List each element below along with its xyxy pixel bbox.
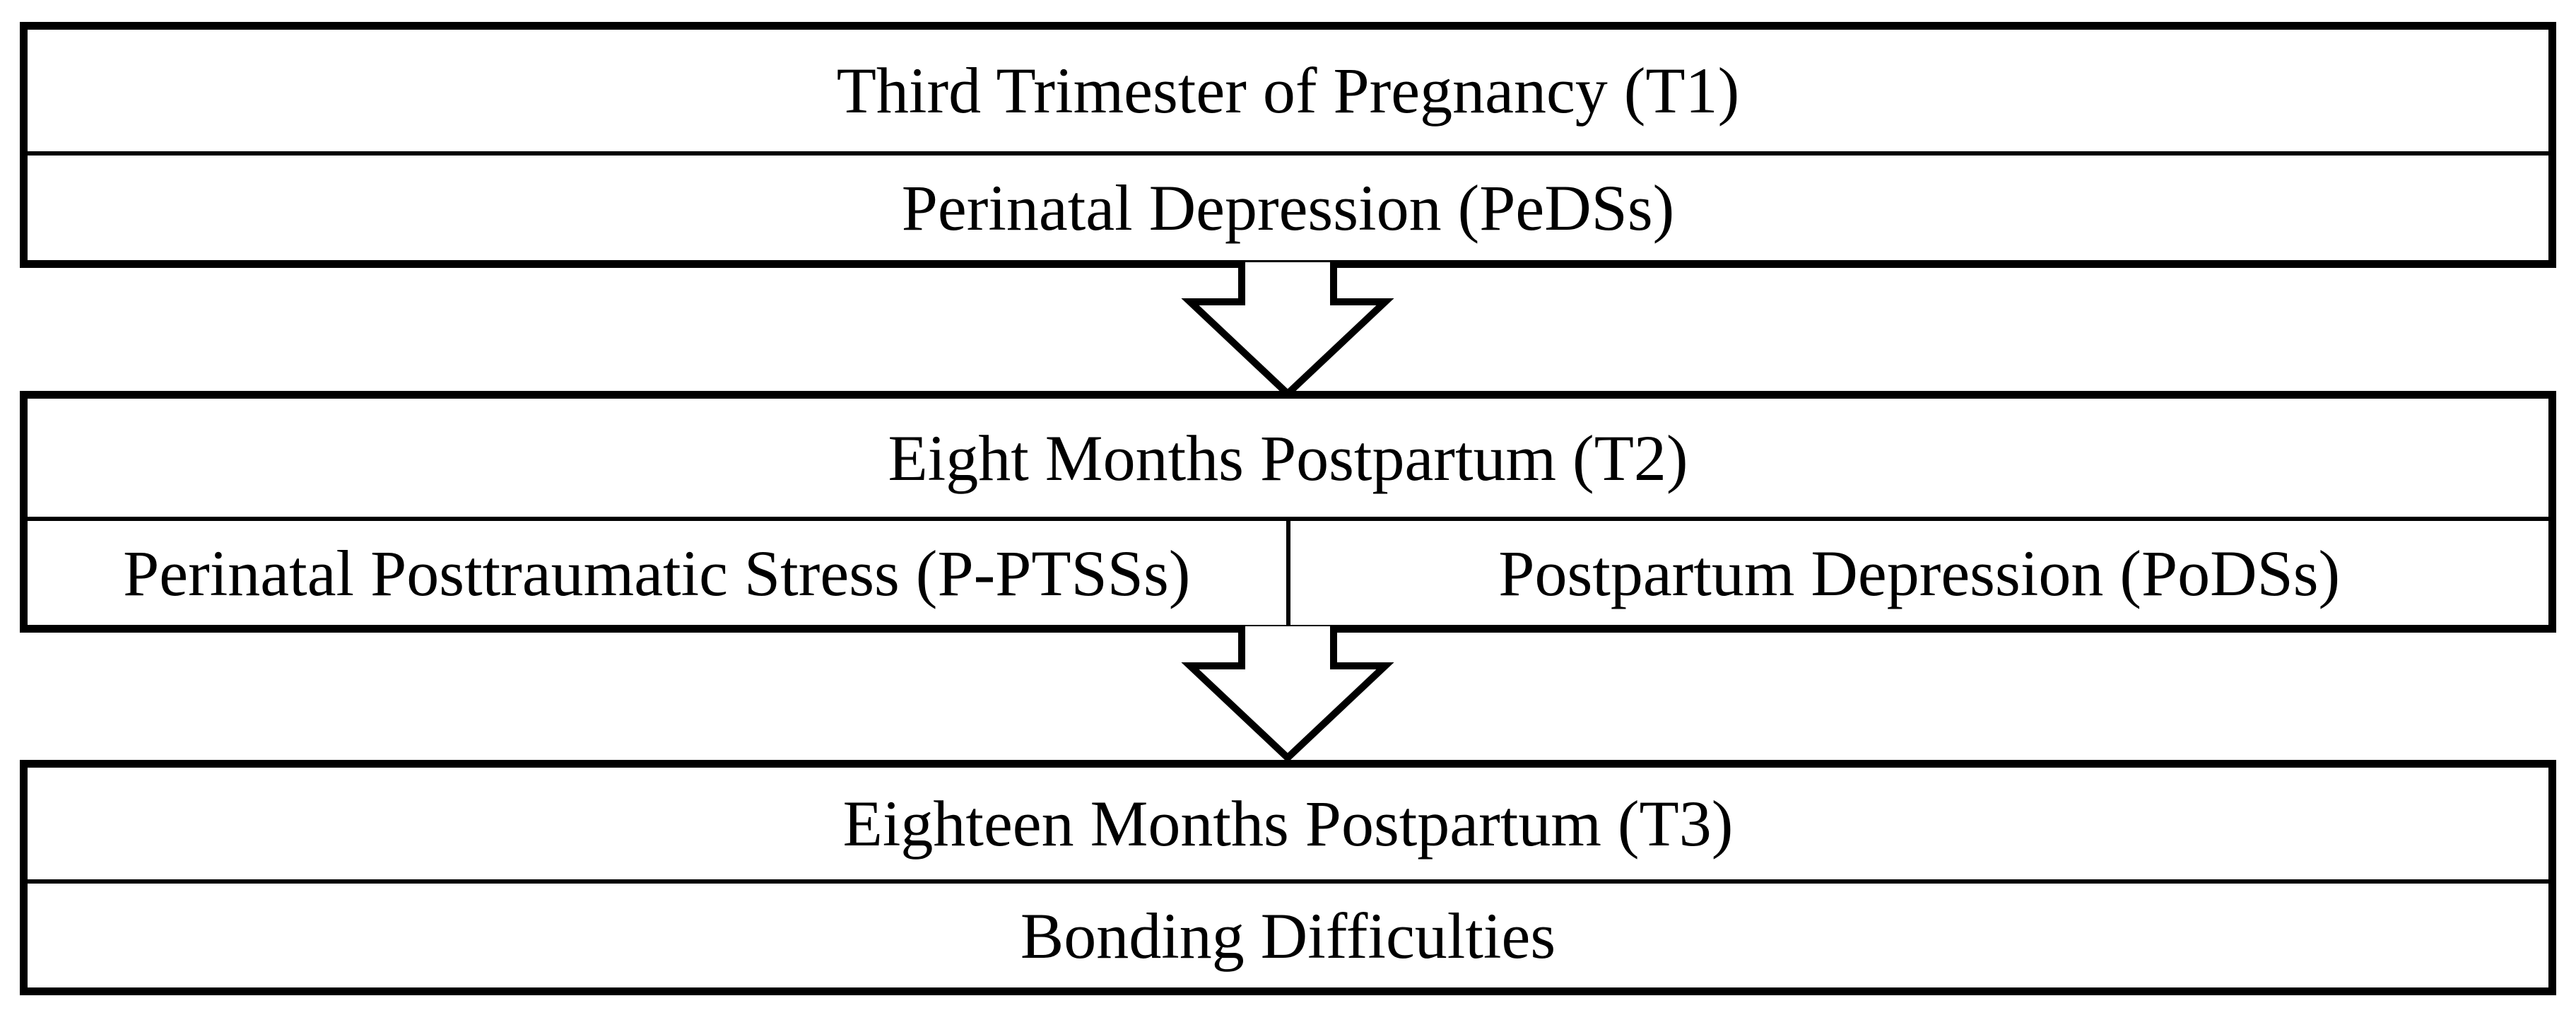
timepoint-t2-header: Eight Months Postpartum (T2) <box>888 421 1688 494</box>
timepoint-t2-measure-right: Postpartum Depression (PoDSs) <box>1498 537 2341 609</box>
timepoint-box-t3: Eighteen Months Postpartum (T3) Bonding … <box>20 760 2556 995</box>
timepoint-box-t1: Third Trimester of Pregnancy (T1) Perina… <box>20 22 2556 268</box>
timepoint-t1-measure: Perinatal Depression (PeDSs) <box>28 151 2548 260</box>
timepoint-t3-header: Eighteen Months Postpartum (T3) <box>842 787 1734 860</box>
timepoint-t3-measure: Bonding Difficulties <box>28 879 2548 987</box>
timepoint-box-t2: Eight Months Postpartum (T2) Perinatal P… <box>20 391 2556 633</box>
down-arrow-icon <box>1181 262 1394 399</box>
timepoint-t1-header: Third Trimester of Pregnancy (T1) <box>836 54 1740 127</box>
timepoint-t2-measures: Perinatal Posttraumatic Stress (P-PTSSs)… <box>28 517 2548 625</box>
timepoint-t2-measure-left: Perinatal Posttraumatic Stress (P-PTSSs) <box>28 521 1290 625</box>
down-arrow-icon <box>1181 626 1394 763</box>
